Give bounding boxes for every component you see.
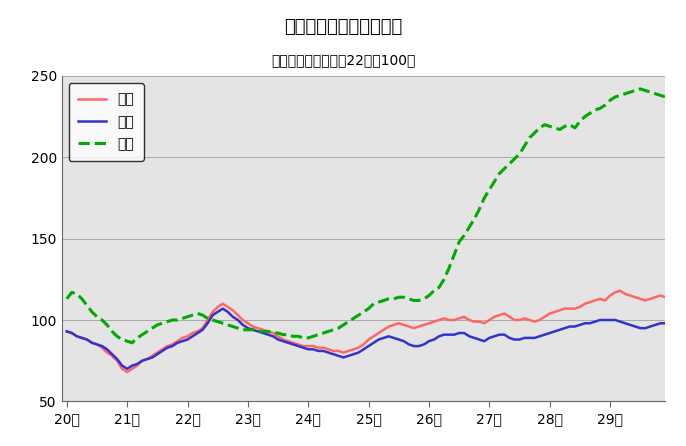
生産 [62, 329, 71, 334]
生産 [228, 308, 237, 313]
在庫 [193, 311, 202, 316]
生産 [661, 294, 670, 300]
在庫 [636, 86, 644, 91]
生産 [123, 369, 131, 375]
在庫 [661, 94, 670, 99]
在庫 [400, 294, 408, 300]
生産 [541, 314, 549, 319]
生産 [480, 321, 488, 326]
出荷 [485, 335, 493, 341]
出荷 [62, 329, 71, 334]
出荷 [661, 321, 670, 326]
在庫 [228, 324, 237, 329]
在庫 [651, 91, 659, 96]
生産 [651, 294, 659, 300]
生産 [400, 322, 408, 327]
Text: （季節調整済、平成22年＝100）: （季節調整済、平成22年＝100） [271, 54, 415, 67]
在庫 [480, 195, 488, 201]
生産 [193, 329, 202, 334]
生産 [616, 288, 624, 293]
Line: 生産: 生産 [67, 291, 665, 372]
出荷 [545, 330, 554, 336]
出荷 [123, 366, 131, 372]
Text: 鳥取県鉱工業指数の推移: 鳥取県鉱工業指数の推移 [284, 18, 402, 36]
在庫 [62, 296, 71, 301]
Legend: 生産, 出荷, 在庫: 生産, 出荷, 在庫 [69, 83, 144, 161]
Line: 在庫: 在庫 [67, 89, 665, 343]
出荷 [651, 322, 659, 327]
出荷 [193, 330, 202, 336]
出荷 [219, 306, 227, 311]
Line: 出荷: 出荷 [67, 309, 665, 369]
出荷 [234, 318, 242, 323]
出荷 [405, 342, 413, 347]
在庫 [128, 340, 137, 346]
在庫 [541, 122, 549, 127]
